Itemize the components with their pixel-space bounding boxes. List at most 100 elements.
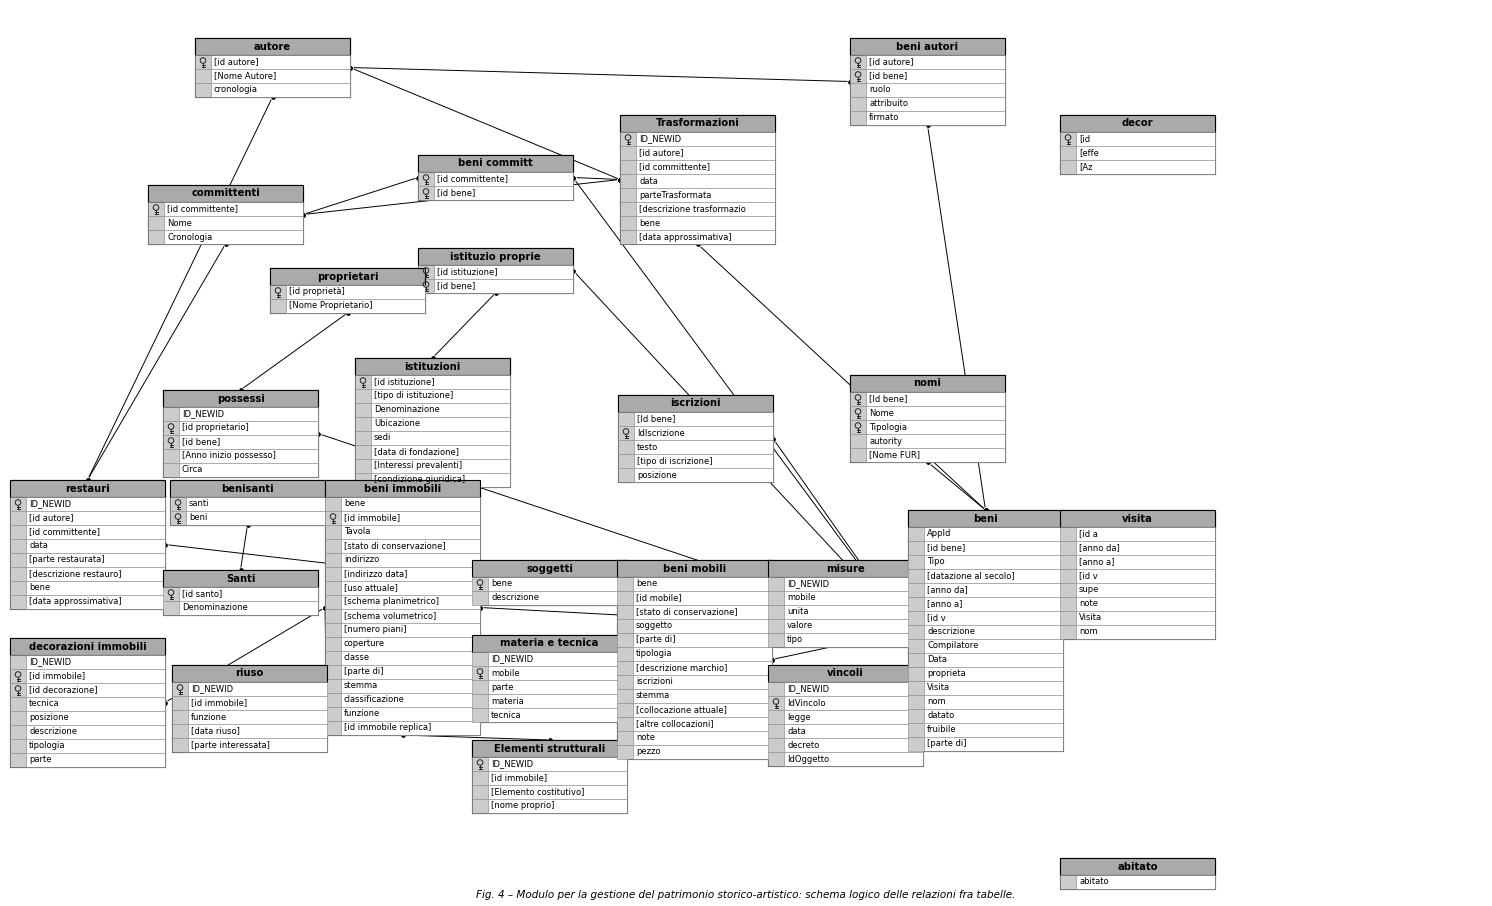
Text: [id bene]: [id bene] [868,72,907,81]
Bar [633,633,771,647]
Bar [195,69,210,83]
Bar [163,463,179,477]
Bar [355,375,372,389]
Text: ID_NEWID: ID_NEWID [491,759,533,768]
Bar [1076,583,1214,597]
Bar [355,358,510,487]
Bar [1076,132,1214,146]
Text: attribuito: attribuito [868,100,909,109]
Bar [342,595,480,609]
Bar [865,434,1006,448]
Bar [418,155,573,200]
Bar [10,725,25,739]
Text: data: data [28,542,48,551]
Bar [355,445,372,459]
Bar [210,69,351,83]
Bar [865,448,1006,462]
Text: [id istituzione]: [id istituzione] [437,267,497,276]
Text: [condizione giuridica]: [condizione giuridica] [374,476,466,485]
Text: beni committ: beni committ [458,159,533,169]
Bar [25,725,166,739]
Bar [909,681,924,695]
Bar [850,97,865,111]
Bar [618,395,773,482]
Text: posizione: posizione [28,714,69,722]
Bar [188,724,327,738]
Text: [stato di conservazione]: [stato di conservazione] [636,608,737,616]
Bar [909,527,924,541]
Text: [anno a]: [anno a] [1079,557,1115,566]
Text: [Id bene]: [Id bene] [868,394,907,403]
Text: Cronologia: Cronologia [167,233,212,242]
Text: [descrizione restauro]: [descrizione restauro] [28,570,121,579]
Text: [parte di]: [parte di] [345,668,383,677]
Bar [636,146,774,160]
Bar [355,459,372,473]
Text: Ubicazione: Ubicazione [374,419,421,429]
Text: [id committente]: [id committente] [28,527,100,536]
Bar [342,679,480,693]
Text: [descrizione marchio]: [descrizione marchio] [636,663,728,672]
Bar [325,480,480,497]
Bar [488,757,627,771]
Bar [488,799,627,813]
Bar [471,785,488,799]
Text: decreto: decreto [786,740,819,749]
Text: ID_NEWID: ID_NEWID [491,654,533,663]
Bar [618,689,633,703]
Bar [25,567,166,581]
Bar [418,186,434,200]
Text: posizione: posizione [637,470,677,479]
Bar [10,539,25,553]
Text: ID_NEWID: ID_NEWID [182,410,224,419]
Text: valore: valore [786,622,813,631]
Bar [488,694,627,708]
Text: tecnica: tecnica [491,710,522,719]
Text: [id immobile]: [id immobile] [28,671,85,680]
Text: [id bene]: [id bene] [437,282,476,291]
Text: [schema planimetrico]: [schema planimetrico] [345,597,439,606]
Bar [342,651,480,665]
Bar [768,577,783,591]
Bar [325,595,342,609]
Bar [172,682,188,696]
Text: autority: autority [868,437,903,446]
Text: nomi: nomi [913,379,941,389]
Bar [1076,611,1214,625]
Bar [342,525,480,539]
Bar [325,511,342,525]
Text: riuso: riuso [236,669,264,679]
Bar [325,651,342,665]
Text: [id immobile]: [id immobile] [491,774,548,783]
Bar [768,724,783,738]
Bar [1059,555,1076,569]
Bar [25,539,166,553]
Bar [188,710,327,724]
Text: mobile: mobile [491,669,519,678]
Bar [163,435,179,449]
Text: vincoli: vincoli [827,669,864,679]
Bar [621,160,636,174]
Text: visita: visita [1122,514,1153,524]
Bar [148,185,303,244]
Bar [172,665,327,752]
Bar [850,392,865,406]
Bar [924,625,1062,639]
Bar [179,407,318,421]
Text: [id autore]: [id autore] [213,57,258,66]
Text: datato: datato [927,711,955,720]
Bar [488,652,627,666]
Text: Santi: Santi [225,573,255,583]
Text: stemma: stemma [636,691,670,700]
Text: [id istituzione]: [id istituzione] [374,378,434,387]
Bar [342,581,480,595]
Bar [325,637,342,651]
Bar [471,560,627,605]
Bar [163,587,179,601]
Bar [325,567,342,581]
Bar [164,230,303,244]
Text: [id decorazione]: [id decorazione] [28,686,97,695]
Bar [325,539,342,553]
Bar [618,605,633,619]
Bar [783,752,924,766]
